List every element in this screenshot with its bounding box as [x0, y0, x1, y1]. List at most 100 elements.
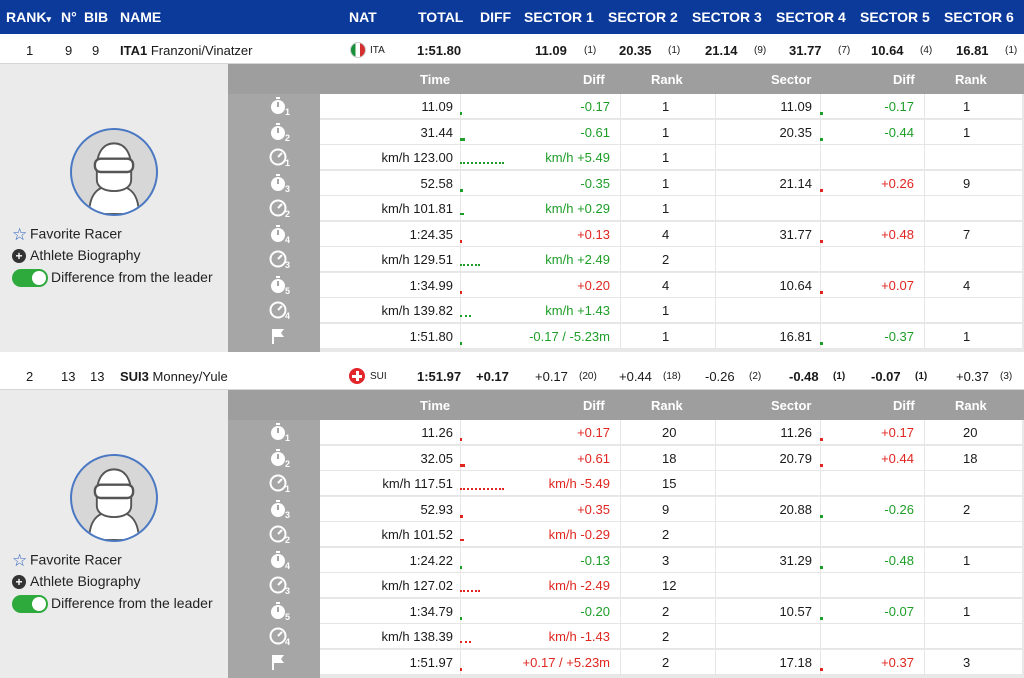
athlete-summary-row[interactable]: 1 9 9 ITA1 Franzoni/Vinatzer ITA 1:51.80 11.09…	[0, 36, 1024, 64]
split-row[interactable]: 11.26 +0.17 20 11.26 +0.17 20	[320, 420, 1022, 445]
col-rank-header[interactable]: RANK▾	[6, 9, 51, 25]
split-diff-value: -0.17 / -5.23m	[529, 328, 610, 344]
sort-desc-icon[interactable]: ▾	[46, 14, 51, 24]
column-separator	[924, 323, 925, 349]
plus-circle-icon[interactable]: +	[12, 575, 26, 590]
split-row[interactable]: km/h 138.39 km/h -1.43 2	[320, 624, 1022, 649]
split-row[interactable]: 1:34.79 -0.20 2 10.57 -0.07 1	[320, 598, 1022, 624]
col-sector3-header[interactable]: SECTOR 3	[692, 9, 762, 25]
speed-diff-indicator	[460, 539, 464, 542]
col-sector5-header[interactable]: SECTOR 5	[860, 9, 930, 25]
sector-diff-bar	[820, 239, 823, 243]
column-separator	[924, 221, 925, 247]
split-rank: 4	[662, 226, 670, 242]
col-no-header[interactable]: N°	[61, 9, 77, 25]
split-row[interactable]: km/h 101.81 km/h +0.29 1	[320, 196, 1022, 221]
speed-unit: km/h	[381, 150, 410, 165]
difference-from-leader-label: Difference from the leader	[51, 269, 213, 285]
col-sector2-header[interactable]: SECTOR 2	[608, 9, 678, 25]
athlete-name[interactable]: ITA1 Franzoni/Vinatzer	[120, 43, 253, 58]
column-separator	[924, 420, 925, 445]
sector-rank: 1	[963, 99, 971, 114]
split-row[interactable]: km/h 139.82 km/h +1.43 1	[320, 298, 1022, 323]
sector-5-value: 10.64	[871, 43, 904, 58]
split-row[interactable]: km/h 129.51 km/h +2.49 2	[320, 247, 1022, 272]
split-index: 5	[285, 285, 291, 296]
athlete-name[interactable]: SUI3 Monney/Yule	[120, 369, 228, 384]
finish-flag-icon	[268, 326, 288, 346]
col-diff-header[interactable]: DIFF	[480, 9, 512, 25]
sector-time: 20.79	[779, 450, 812, 466]
col-bib-header[interactable]: BIB	[84, 9, 109, 25]
split-row[interactable]: 1:34.99 +0.20 4 10.64 +0.07 4	[320, 272, 1022, 298]
split-diff: km/h -1.43	[549, 629, 610, 644]
col-sector1-header[interactable]: SECTOR 1	[524, 9, 594, 25]
column-separator	[460, 471, 461, 496]
split-index: 3	[285, 183, 291, 194]
favorite-racer-option[interactable]: ☆ Favorite Racer	[12, 551, 122, 571]
split-time: km/h 117.51	[382, 476, 453, 491]
star-icon[interactable]: ☆	[12, 551, 28, 570]
split-row[interactable]: km/h 123.00 km/h +5.49 1	[320, 145, 1022, 170]
column-separator	[820, 522, 821, 547]
plus-circle-icon[interactable]: +	[12, 249, 26, 264]
split-row[interactable]: 1:24.35 +0.13 4 31.77 +0.48 7	[320, 221, 1022, 247]
column-separator	[820, 145, 821, 170]
col-total-header[interactable]: TOTAL	[418, 9, 464, 25]
split-diff: -0.61	[580, 125, 610, 140]
athlete-info-panel: ☆ Favorite Racer + Athlete Biography Differe…	[0, 390, 228, 678]
split-row[interactable]: 52.93 +0.35 9 20.88 -0.26 2	[320, 496, 1022, 522]
column-separator	[715, 247, 716, 272]
difference-from-leader-option[interactable]: Difference from the leader	[12, 595, 213, 614]
column-separator	[820, 649, 821, 675]
split-row[interactable]: km/h 101.52 km/h -0.29 2	[320, 522, 1022, 547]
split-row[interactable]: 1:51.80 -0.17 / -5.23m 1 16.81 -0.37 1	[320, 323, 1022, 349]
split-time: km/h 138.39	[381, 629, 453, 644]
sector-time: 10.64	[779, 277, 812, 293]
column-separator	[460, 196, 461, 221]
split-row[interactable]: 31.44 -0.61 1 20.35 -0.44 1	[320, 119, 1022, 145]
split-row[interactable]: 11.09 -0.17 1 11.09 -0.17 1	[320, 94, 1022, 119]
athlete-summary-row[interactable]: 2 13 13 SUI3 Monney/Yule SUI 1:51.97 +0.17 +0.1…	[0, 362, 1024, 390]
split-time-value: 101.81	[413, 201, 453, 216]
column-separator	[460, 420, 461, 445]
column-separator	[620, 323, 621, 349]
split-time: km/h 123.00	[381, 150, 453, 165]
col-sector6-header[interactable]: SECTOR 6	[944, 9, 1014, 25]
difference-toggle[interactable]	[12, 595, 48, 614]
speed-unit: km/h	[548, 527, 577, 542]
split-diff-value: +0.20	[577, 277, 610, 293]
column-separator	[715, 471, 716, 496]
split-row[interactable]: km/h 117.51 km/h -5.49 15	[320, 471, 1022, 496]
athlete-biography-link[interactable]: + Athlete Biography	[12, 573, 141, 590]
split-row[interactable]: km/h 127.02 km/h -2.49 12	[320, 573, 1022, 598]
favorite-racer-option[interactable]: ☆ Favorite Racer	[12, 225, 122, 245]
difference-from-leader-option[interactable]: Difference from the leader	[12, 269, 213, 288]
col-sector4-header[interactable]: SECTOR 4	[776, 9, 846, 25]
favorite-racer-label: Favorite Racer	[30, 551, 122, 568]
col-nat-header[interactable]: NAT	[349, 9, 377, 25]
athlete-biography-link[interactable]: + Athlete Biography	[12, 247, 141, 264]
column-separator	[620, 145, 621, 170]
split-row[interactable]: 1:24.22 -0.13 3 31.29 -0.48 1	[320, 547, 1022, 573]
star-icon[interactable]: ☆	[12, 225, 28, 244]
column-separator	[924, 298, 925, 323]
split-diff: km/h +0.29	[545, 201, 610, 216]
difference-from-leader-label: Difference from the leader	[51, 595, 213, 611]
sector-time: 17.18	[779, 654, 812, 670]
column-separator	[924, 94, 925, 119]
difference-toggle[interactable]	[12, 269, 48, 288]
col-name-header[interactable]: NAME	[120, 9, 162, 25]
split-row[interactable]: 32.05 +0.61 18 20.79 +0.44 18	[320, 445, 1022, 471]
team-code: SUI3	[120, 369, 149, 384]
split-row[interactable]: 1:51.97 +0.17 / +5.23m 2 17.18 +0.37 3	[320, 649, 1022, 675]
time-diff-bar	[460, 463, 465, 467]
column-separator	[715, 119, 716, 145]
split-row[interactable]: 52.58 -0.35 1 21.14 +0.26 9	[320, 170, 1022, 196]
favorite-racer-label: Favorite Racer	[30, 225, 122, 242]
split-rank: 2	[662, 527, 670, 542]
total-time: 1:51.97	[417, 369, 462, 384]
split-diff-value: +0.17	[577, 425, 610, 440]
time-diff-bar	[460, 565, 462, 569]
results-header: RANK▾ N° BIB NAME NAT TOTAL DIFF SECTOR …	[0, 0, 1024, 34]
